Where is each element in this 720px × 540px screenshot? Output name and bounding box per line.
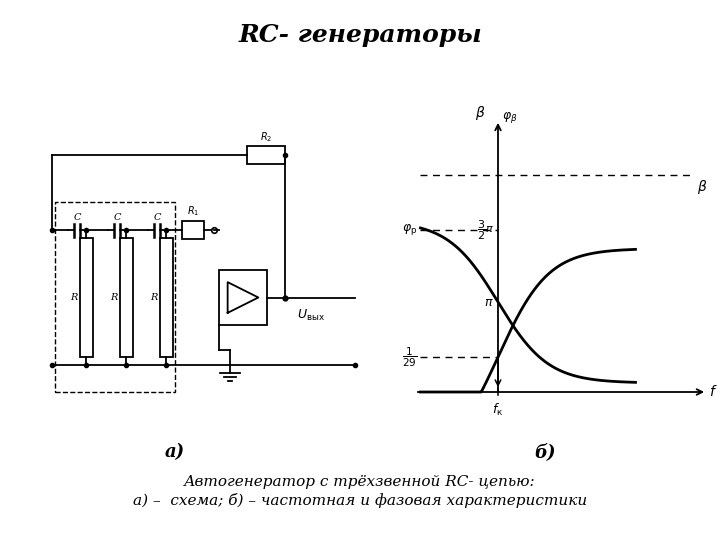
- Text: а): а): [165, 443, 185, 461]
- Bar: [182, 221, 204, 239]
- Text: $f_{\rm к}$: $f_{\rm к}$: [492, 402, 504, 418]
- Text: $\dfrac{3}{2}\pi$: $\dfrac{3}{2}\pi$: [477, 218, 494, 242]
- Text: $f$: $f$: [709, 384, 718, 400]
- Text: Автогенератор с трёхзвенной RC- цепью:: Автогенератор с трёхзвенной RC- цепью:: [184, 475, 536, 489]
- Text: $\beta$: $\beta$: [697, 178, 708, 196]
- Bar: [247, 146, 285, 164]
- Text: C: C: [73, 213, 81, 222]
- Text: C: C: [153, 213, 161, 222]
- Text: $\beta$: $\beta$: [474, 104, 485, 122]
- Bar: [79, 238, 92, 357]
- Text: $\varphi_{\rm p}$: $\varphi_{\rm p}$: [402, 222, 417, 238]
- Bar: [160, 238, 173, 357]
- Text: R: R: [70, 293, 78, 302]
- Text: а) –  схема; б) – частотная и фазовая характеристики: а) – схема; б) – частотная и фазовая хар…: [133, 492, 587, 508]
- Text: $\dfrac{1}{29}$: $\dfrac{1}{29}$: [402, 346, 417, 369]
- Text: б): б): [534, 443, 556, 461]
- Bar: [55, 202, 175, 392]
- Text: $R_1$: $R_1$: [186, 204, 199, 218]
- Bar: [219, 270, 267, 325]
- Text: RC- генераторы: RC- генераторы: [238, 23, 482, 47]
- Text: R: R: [110, 293, 117, 302]
- Bar: [120, 238, 132, 357]
- Text: $R_2$: $R_2$: [260, 130, 272, 144]
- Text: R: R: [150, 293, 158, 302]
- Text: $U_{\mathrm{вых}}$: $U_{\mathrm{вых}}$: [297, 308, 325, 323]
- Text: $\varphi_\beta$: $\varphi_\beta$: [502, 110, 518, 125]
- Text: $\pi$: $\pi$: [485, 295, 494, 308]
- Text: C: C: [113, 213, 121, 222]
